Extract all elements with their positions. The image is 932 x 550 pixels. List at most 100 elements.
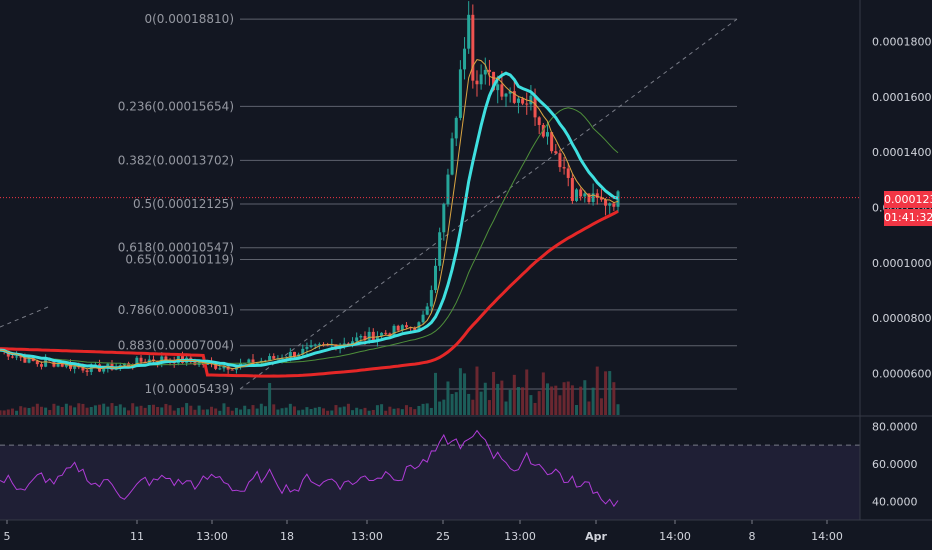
volume-bar [122,407,126,415]
volume-bar [276,409,280,415]
candle-body [471,14,475,81]
candle-body [342,343,346,345]
candle-body [404,325,408,328]
volume-bar [156,406,160,415]
candle-body [317,344,321,346]
volume-bar [404,405,408,415]
volume-bar [197,405,201,415]
volume-bar [39,406,43,415]
volume-bar [612,382,616,415]
volume-bar [60,407,64,415]
candle-body [554,151,558,154]
volume-bar [604,371,608,415]
volume-bar [454,392,458,415]
time-axis-label: 13:00 [196,530,228,543]
volume-bar [363,407,367,415]
candle-body [19,356,23,358]
volume-bar [255,408,259,415]
volume-bar [355,407,359,415]
candle-body [355,337,359,342]
candle-body [442,204,446,233]
candle-body [251,359,255,365]
ma-green-line [0,107,619,366]
fib-label: 1(0.00005439) [144,382,234,396]
volume-bar [0,410,2,415]
time-axis-label: 13:00 [351,530,383,543]
volume-bar [106,406,110,415]
volume-bar [48,410,52,415]
volume-bar [500,380,504,415]
volume-bar [118,404,122,415]
volume-bar [570,385,574,415]
volume-bar [616,404,620,415]
candle-body [475,80,479,85]
price-axis-tick: 0.00006000 [872,368,932,381]
volume-bar [504,401,508,415]
candle-body [487,69,491,72]
volume-bar [508,389,512,415]
volume-bar [268,383,272,415]
volume-bar [64,403,68,415]
time-axis-label: 14:00 [811,530,843,543]
candle-body [396,325,400,331]
candle-body [529,95,533,105]
volume-bar [139,405,143,415]
volume-bar [185,403,189,415]
rsi-axis-tick: 80.0000 [872,420,918,433]
candle-body [467,14,471,49]
volume-bar [297,410,301,415]
candle-body [492,71,496,91]
price-axis-tick: 0.00014000 [872,146,932,159]
volume-bar [338,407,342,415]
volume-bar [442,399,446,415]
candle-body [313,344,317,346]
volume-bar [446,381,450,415]
fib-label: 0.883(0.00007004) [118,339,234,353]
volume-bar [566,381,570,415]
candle-body [575,189,579,201]
candle-body [413,327,417,331]
volume-bar [529,395,533,415]
rsi-band [0,445,860,520]
volume-bar [143,407,147,415]
candle-body [288,351,292,358]
candle-body [60,363,64,367]
volume-bar [52,403,56,415]
volume-bar [326,410,330,415]
candle-body [363,335,367,340]
candle-body [359,335,363,338]
volume-bar [417,405,421,415]
volume-bar [147,404,151,415]
ma-orange-line [0,59,619,370]
volume-bar [280,408,284,415]
price-axis-tick: 0.00016000 [872,91,932,104]
time-axis-label: 25 [436,530,450,543]
volume-bar [541,372,545,415]
candle-body [139,357,143,362]
rsi-pane: 80.0000 60.0000 40.0000 [0,415,932,521]
candle-body [595,193,599,198]
volume-bar [93,405,97,415]
volume-bar [172,410,176,415]
volume-bar [467,393,471,415]
time-axis-label: 14:00 [659,530,691,543]
candle-body [521,98,525,104]
volume-bar [367,410,371,415]
candle-body [39,364,43,367]
volume-bar [201,409,205,415]
volume-bar [114,405,118,415]
volume-bar [214,408,218,415]
ma-red-line [0,209,619,378]
volume-bar [10,408,14,415]
volume-bar [243,405,247,415]
price-axis-tick: 0.00018000 [872,36,932,49]
volume-bar [193,409,197,415]
volume-bar [438,401,442,415]
candle-body [10,356,14,358]
candle-body [458,69,462,118]
volume-bar [189,405,193,415]
candle-body [85,370,89,372]
volume-bar [305,407,309,415]
volume-bar [259,403,263,415]
candle-body [450,138,454,175]
